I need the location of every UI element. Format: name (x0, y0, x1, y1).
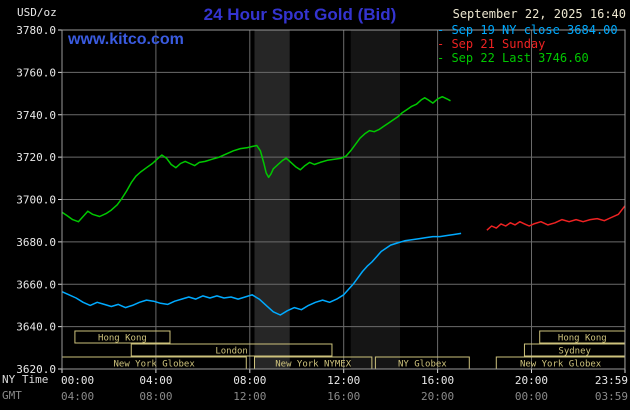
gmt-axis-caption: GMT (2, 389, 22, 402)
series-line-sep-21-sunday (486, 205, 626, 231)
session-label: NY Globex (398, 360, 447, 370)
y-axis-label: 3620.0 (16, 363, 56, 376)
x-axis-gmt-label: 16:00 (327, 390, 360, 403)
x-axis-ny-label: 20:00 (515, 374, 548, 387)
y-axis-label: 3720.0 (16, 151, 56, 164)
kitco-watermark-link[interactable]: www.kitco.com (68, 31, 184, 48)
legend-item-sunday: - Sep 21 Sunday (437, 37, 546, 51)
chart-title: 24 Hour Spot Gold (Bid) (203, 5, 397, 24)
session-label: New York NYMEX (275, 360, 351, 370)
x-axis-gmt-label: 20:00 (421, 390, 454, 403)
series-line-sep-19-ny-close (61, 232, 462, 316)
x-axis-ny-label: 08:00 (233, 374, 266, 387)
session-label: Hong Kong (558, 334, 607, 344)
y-axis-label: 3660.0 (16, 278, 56, 291)
legend-item-prev-close: - Sep 19 NY close 3684.00 (437, 23, 618, 37)
y-axis-units-label: USD/oz (17, 6, 57, 19)
session-label: New York Globex (113, 360, 195, 370)
y-axis-label: 3680.0 (16, 236, 56, 249)
x-axis-ny-label: 16:00 (421, 374, 454, 387)
x-axis-gmt-label: 00:00 (515, 390, 548, 403)
session-box (74, 330, 171, 344)
y-axis-label: 3740.0 (16, 109, 56, 122)
legend: - Sep 19 NY close 3684.00 - Sep 21 Sunda… (437, 23, 618, 65)
plot-border (61, 29, 626, 370)
x-axis-gmt-label: 04:00 (61, 390, 94, 403)
x-axis-gmt-label: 12:00 (233, 390, 266, 403)
y-axis-label: 3760.0 (16, 66, 56, 79)
x-axis-ny-label: 04:00 (139, 374, 172, 387)
session-label: Hong Kong (98, 334, 147, 344)
x-axis-gmt-label: 08:00 (139, 390, 172, 403)
y-axis-label: 3640.0 (16, 321, 56, 334)
y-axis-label: 3780.0 (16, 24, 56, 37)
x-axis-ny-label: 12:00 (327, 374, 360, 387)
session-box (130, 343, 333, 357)
session-label: New York Globex (520, 360, 602, 370)
x-axis-ny-label: 23:59 (595, 374, 628, 387)
chart-datetime: September 22, 2025 16:40 (452, 7, 626, 21)
ny-time-axis-caption: NY Time (2, 373, 49, 386)
series-line-sep-22-last (61, 95, 451, 223)
y-axis-label: 3700.0 (16, 194, 56, 207)
session-label: Sydney (558, 347, 591, 357)
x-axis-ny-label: 00:00 (61, 374, 94, 387)
x-axis-gmt-label: 03:59 (595, 390, 628, 403)
session-label: London (215, 347, 248, 357)
legend-item-last: - Sep 22 Last 3746.60 (437, 51, 589, 65)
